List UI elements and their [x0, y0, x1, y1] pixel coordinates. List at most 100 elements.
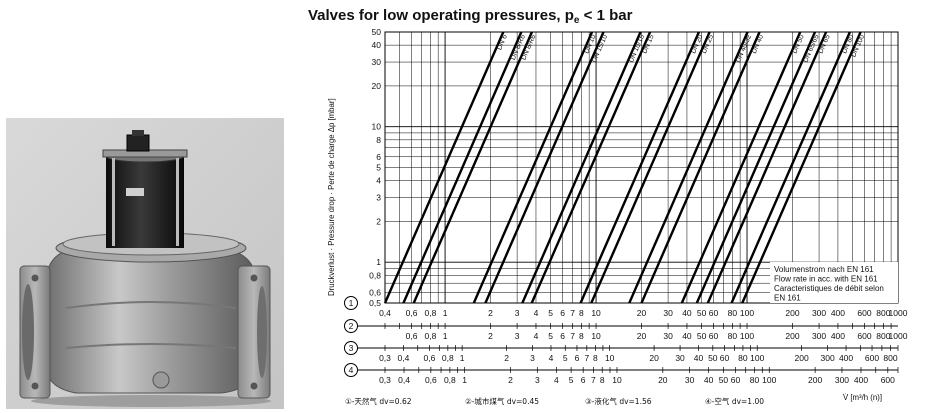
- scale-label: 300: [821, 353, 835, 363]
- scale-label: 5: [569, 375, 574, 385]
- scale-label: 400: [839, 353, 853, 363]
- series-line: [730, 31, 851, 304]
- series-label: DN 40/32: [735, 34, 753, 64]
- series-line: [741, 31, 862, 304]
- scale-label: 80: [728, 308, 738, 318]
- scale-label: 300: [812, 331, 826, 341]
- y-tick-label: 4: [376, 176, 381, 186]
- scale-label: 5: [548, 331, 553, 341]
- scale-label: 6: [581, 375, 586, 385]
- scale-label: 7: [584, 353, 589, 363]
- series-line: [579, 31, 701, 304]
- scale-label: 800: [876, 308, 890, 318]
- scale-label: 2: [508, 375, 513, 385]
- scale-label: 30: [685, 375, 695, 385]
- legend-item: ①-天然气 dv=0.62: [345, 396, 412, 406]
- scale-label: 80: [738, 353, 748, 363]
- y-tick-label: 0,6: [369, 287, 381, 297]
- scale-label: 300: [812, 308, 826, 318]
- scale-label: 1: [460, 353, 465, 363]
- scale-label: 40: [682, 308, 692, 318]
- scale-label: 5: [548, 308, 553, 318]
- gas-legend: ①-天然气 dv=0.62 ②-城市煤气 dv=0.45 ③-液化气 dv=1.56…: [345, 396, 764, 406]
- note-line: Caracteristiques de débit selon: [774, 284, 884, 293]
- scale-label: 600: [857, 331, 871, 341]
- scale-label: 4: [554, 375, 559, 385]
- scale-label: 0,3: [379, 353, 391, 363]
- y-tick-label: 40: [372, 40, 382, 50]
- y-tick-label: 0,5: [369, 298, 381, 308]
- series-line: [680, 31, 802, 304]
- series-line: [628, 31, 749, 304]
- flow-scales: 10,4 0,6 0,8 1 2 3 4 5 6 7 8 10 20 30 40 50 60 80 100 200 30…: [344, 296, 908, 385]
- scale-label: 50: [719, 375, 729, 385]
- series-line: [484, 31, 605, 304]
- series-line: [412, 31, 534, 304]
- legend-item: ②-城市煤气 dv=0.45: [465, 396, 539, 406]
- series-label: DN 6: [496, 34, 509, 52]
- y-tick-label: 30: [372, 57, 382, 67]
- scale-label: 10: [612, 375, 622, 385]
- scale-label: 0,8: [444, 375, 456, 385]
- scale-label: 800: [883, 353, 897, 363]
- scale-label: 60: [709, 331, 719, 341]
- scale-label: 6: [560, 308, 565, 318]
- scale-marker: [344, 363, 358, 377]
- y-tick-label: 6: [376, 152, 381, 162]
- scale-label: 1: [443, 331, 448, 341]
- scale-label: 8: [600, 375, 605, 385]
- scale-number: 3: [349, 343, 354, 353]
- y-tick-label: 10: [372, 122, 382, 132]
- scale-label: 0,6: [406, 331, 418, 341]
- scale-marker: [344, 296, 358, 310]
- scale-label: 10: [591, 331, 601, 341]
- scale-label: 200: [808, 375, 822, 385]
- scale-label: 20: [637, 331, 647, 341]
- scale-label: 0,6: [406, 308, 418, 318]
- series-line: [640, 31, 761, 304]
- scale-label: 0,4: [398, 375, 410, 385]
- series-line: [521, 31, 642, 304]
- scale-label: 1000: [889, 308, 908, 318]
- scale-label: 600: [865, 353, 879, 363]
- scale-number: 1: [349, 298, 354, 308]
- y-tick-label: 2: [376, 216, 381, 226]
- scale-label: 600: [857, 308, 871, 318]
- y-tick-label: 8: [376, 135, 381, 145]
- note-line: Volumenstrom nach EN 161: [774, 265, 874, 274]
- scale-label: 40: [682, 331, 692, 341]
- series-line: [472, 31, 594, 304]
- scale-label: 1: [443, 308, 448, 318]
- note-background: [770, 262, 898, 303]
- scale-label: 60: [731, 375, 741, 385]
- scale-label: 200: [785, 308, 799, 318]
- y-axis: 0,50,6 0,8 1 2 3 4 56 8 10 20 30 40 50: [369, 27, 381, 308]
- y-tick-label: 1: [376, 257, 381, 267]
- scale-label: 0,3: [379, 375, 391, 385]
- note-line: Flow rate in acc. with EN 161: [774, 275, 878, 284]
- scale-label: 0,6: [423, 353, 435, 363]
- scale-label: 80: [750, 375, 760, 385]
- scale-label: 3: [530, 353, 535, 363]
- scale-label: 300: [835, 375, 849, 385]
- note-line: EN 161: [774, 294, 801, 303]
- chart-title: Valves for low operating pressures, pe <…: [308, 7, 633, 26]
- scale-label: 30: [663, 331, 673, 341]
- scale-label: 10: [605, 353, 615, 363]
- series-line: [695, 31, 817, 304]
- scale-label: 60: [709, 308, 719, 318]
- scale-label: 100: [740, 331, 754, 341]
- series-line: [383, 31, 505, 304]
- x-axis-label: V̇ [m³/h (n)]: [843, 393, 882, 402]
- scale-label: 50: [697, 308, 707, 318]
- scale-label: 6: [575, 353, 580, 363]
- scale-label: 200: [795, 353, 809, 363]
- scale-label: 30: [675, 353, 685, 363]
- y-axis-label: Druckverlust · Pressure drop · Perte de …: [327, 98, 336, 296]
- scale-label: 60: [720, 353, 730, 363]
- scale-label: 2: [488, 308, 493, 318]
- scale-label: 8: [579, 331, 584, 341]
- scale-label: 20: [658, 375, 668, 385]
- scale-label: 40: [694, 353, 704, 363]
